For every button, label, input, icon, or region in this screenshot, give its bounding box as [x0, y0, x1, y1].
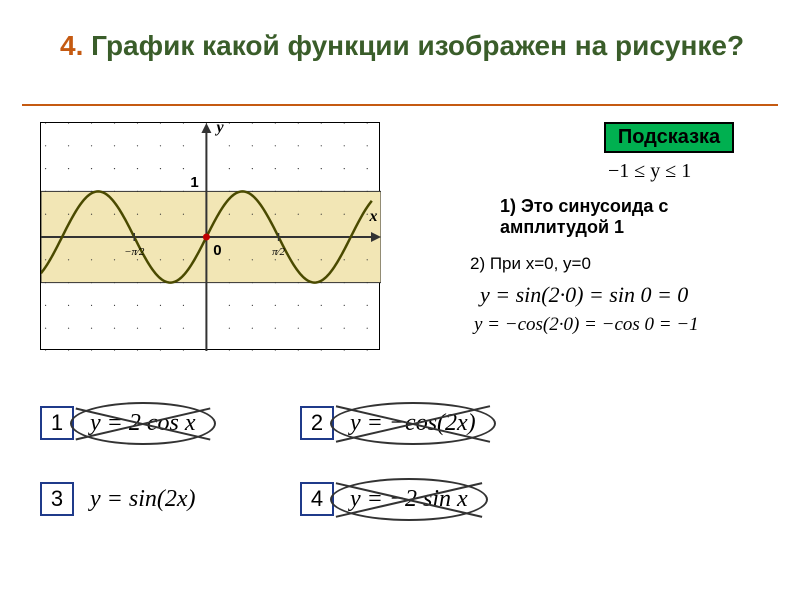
option-4: 4 y = −2 sin x — [300, 482, 474, 516]
graph-svg: −π⁄2 π⁄2 x y 0 1 — [41, 123, 381, 351]
option-3: 3 y = sin(2x) — [40, 482, 202, 516]
svg-text:1: 1 — [190, 174, 198, 191]
hint-line-2: 2) При x=0, y=0 — [470, 254, 591, 274]
derivation-sin: y = sin(2·0) = sin 0 = 0 — [480, 282, 688, 308]
hint-button[interactable]: Подсказка — [604, 122, 734, 153]
option-2: 2 y = −cos(2x) — [300, 406, 482, 440]
option-1-number[interactable]: 1 — [40, 406, 74, 440]
function-graph: −π⁄2 π⁄2 x y 0 1 — [40, 122, 380, 350]
option-3-formula-text: y = sin(2x) — [90, 486, 196, 512]
svg-text:x: x — [369, 208, 378, 225]
svg-text:−π⁄2: −π⁄2 — [124, 246, 145, 258]
option-2-formula: y = −cos(2x) — [344, 408, 482, 439]
option-2-number[interactable]: 2 — [300, 406, 334, 440]
question-number: 4. — [60, 30, 83, 61]
option-1-formula: y = 2 cos x — [84, 408, 202, 439]
option-3-number[interactable]: 3 — [40, 482, 74, 516]
derivation-cos: y = −cos(2·0) = −cos 0 = −1 — [474, 314, 699, 336]
svg-text:π⁄2: π⁄2 — [272, 246, 285, 258]
question-title: 4. График какой функции изображен на рис… — [60, 28, 744, 63]
option-4-formula: y = −2 sin x — [344, 484, 474, 515]
option-3-formula: y = sin(2x) — [84, 484, 202, 515]
option-4-number[interactable]: 4 — [300, 482, 334, 516]
hint-range: −1 ≤ y ≤ 1 — [608, 160, 691, 183]
question-text: График какой функции изображен на рисунк… — [91, 30, 744, 61]
svg-text:y: y — [215, 123, 225, 136]
divider — [22, 104, 778, 106]
svg-text:0: 0 — [213, 242, 221, 259]
option-1: 1 y = 2 cos x — [40, 406, 202, 440]
hint-line-1: 1) Это синусоида с амплитудой 1 — [500, 196, 760, 238]
